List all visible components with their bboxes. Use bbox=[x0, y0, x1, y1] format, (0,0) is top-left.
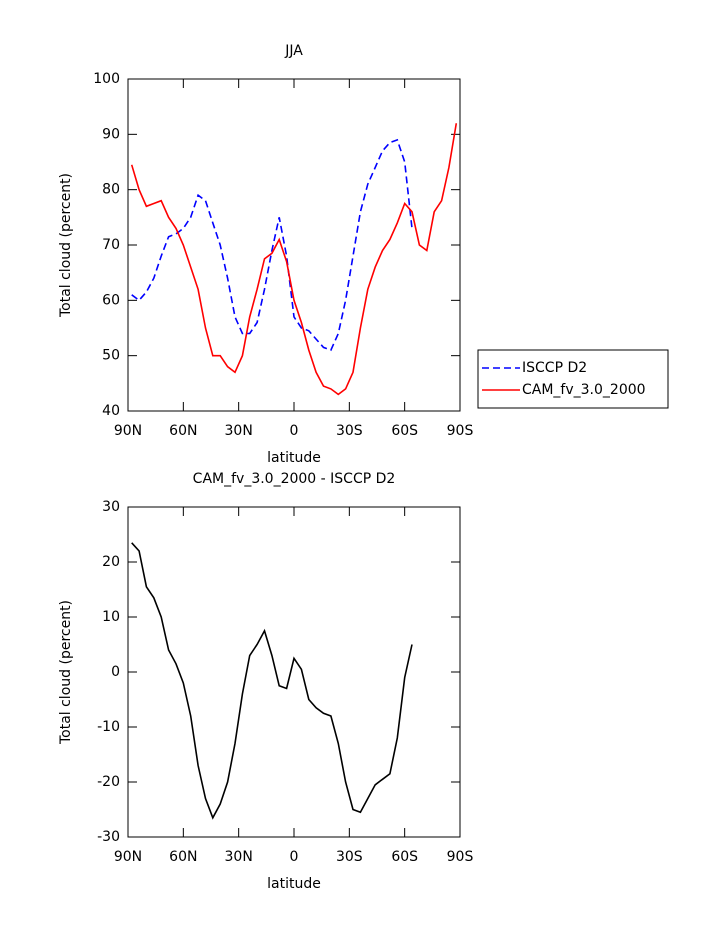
y-tick-label: -30 bbox=[97, 829, 120, 845]
x-tick-label: 60N bbox=[169, 849, 197, 865]
x-tick-label: 60S bbox=[391, 423, 418, 439]
y-tick-label: 100 bbox=[93, 71, 120, 87]
x-tick-label: 60N bbox=[169, 423, 197, 439]
y-tick-label: -10 bbox=[97, 719, 120, 735]
plot-frame bbox=[127, 506, 461, 838]
y-tick-label: 0 bbox=[111, 664, 120, 680]
y-tick-label: 20 bbox=[102, 554, 120, 570]
legend-label: CAM_fv_3.0_2000 bbox=[522, 382, 646, 398]
x-tick-label: 0 bbox=[290, 423, 299, 439]
y-tick-label: 10 bbox=[102, 609, 120, 625]
y-axis-label: Total cloud (percent) bbox=[58, 600, 74, 745]
chart-title: CAM_fv_3.0_2000 - ISCCP D2 bbox=[193, 471, 396, 487]
x-tick-label: 90S bbox=[447, 423, 474, 439]
y-tick-label: 60 bbox=[102, 292, 120, 308]
data-line bbox=[130, 123, 458, 396]
data-line bbox=[131, 138, 413, 352]
y-tick-label: 30 bbox=[102, 499, 120, 515]
x-axis-label: latitude bbox=[267, 450, 321, 466]
y-tick-label: 80 bbox=[102, 182, 120, 198]
y-tick-label: 40 bbox=[102, 403, 120, 419]
chart-title: JJA bbox=[284, 43, 303, 59]
y-axis-label: Total cloud (percent) bbox=[58, 173, 74, 318]
legend-box bbox=[477, 349, 669, 409]
x-tick-label: 30N bbox=[225, 423, 253, 439]
x-tick-label: 0 bbox=[290, 849, 299, 865]
x-tick-label: 60S bbox=[391, 849, 418, 865]
x-tick-label: 30S bbox=[336, 423, 363, 439]
x-tick-label: 30N bbox=[225, 849, 253, 865]
legend-label: ISCCP D2 bbox=[522, 360, 587, 376]
x-axis-label: latitude bbox=[267, 876, 321, 892]
x-tick-label: 30S bbox=[336, 849, 363, 865]
plot-frame bbox=[127, 78, 461, 412]
x-tick-label: 90N bbox=[114, 849, 142, 865]
x-tick-label: 90N bbox=[114, 423, 142, 439]
y-tick-label: -20 bbox=[97, 774, 120, 790]
y-tick-label: 50 bbox=[102, 348, 120, 364]
y-tick-label: 90 bbox=[102, 126, 120, 142]
x-tick-label: 90S bbox=[447, 849, 474, 865]
data-line bbox=[131, 542, 413, 820]
y-tick-label: 70 bbox=[102, 237, 120, 253]
